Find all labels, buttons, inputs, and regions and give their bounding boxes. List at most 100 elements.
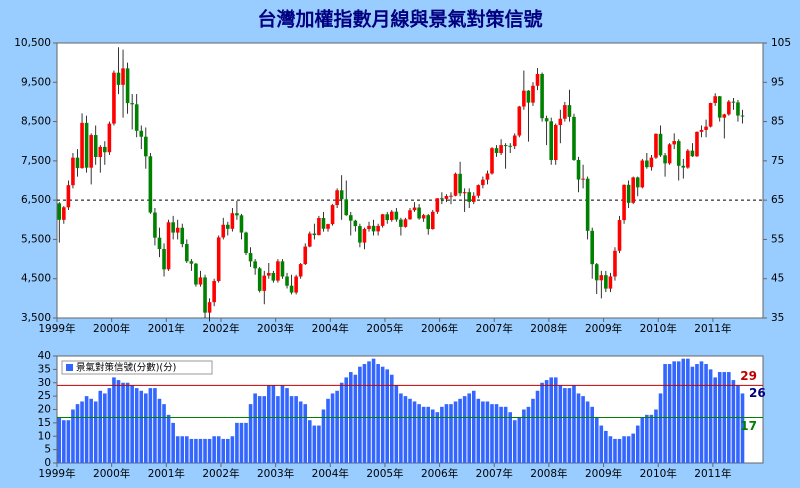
candle-body: [144, 136, 148, 157]
candle-body: [98, 146, 103, 158]
bar: [330, 393, 335, 463]
candle-body: [599, 275, 604, 281]
bar: [298, 401, 303, 463]
bar: [581, 396, 585, 463]
candle-body: [585, 178, 590, 231]
bar: [731, 380, 736, 463]
bar: [166, 414, 171, 463]
candle-body: [449, 195, 453, 197]
bar: [654, 409, 658, 463]
bar: [485, 401, 490, 463]
candle-body: [526, 90, 531, 103]
x-tick-label: 2009年: [585, 467, 622, 480]
candle-body: [326, 224, 330, 229]
candle-body: [558, 118, 563, 126]
candle-body: [317, 218, 321, 236]
candle-body: [276, 261, 280, 281]
bar: [189, 438, 194, 463]
y-tick-label: 4,500: [21, 273, 51, 285]
candle-body: [262, 275, 267, 291]
bar: [640, 417, 645, 463]
bar: [471, 390, 476, 463]
bar: [512, 420, 517, 463]
candle-body: [312, 233, 317, 236]
y-tick-label: 7,500: [21, 155, 51, 167]
candle-body: [649, 157, 654, 168]
plot-area: [56, 42, 764, 319]
candle-body: [298, 264, 303, 277]
candle-body: [66, 185, 71, 208]
bar: [408, 398, 412, 463]
bar: [508, 412, 513, 463]
candle-body: [622, 184, 626, 221]
bar: [676, 361, 681, 463]
y2-tick-label: 35: [771, 312, 784, 324]
bar: [66, 420, 71, 463]
bar: [244, 422, 248, 463]
bar: [476, 398, 481, 463]
candle-body: [321, 218, 326, 229]
bar: [503, 406, 508, 463]
candle-body: [203, 277, 207, 313]
bar: [294, 396, 298, 463]
candle-body: [617, 220, 622, 251]
candle-body: [267, 272, 271, 276]
bar: [517, 417, 522, 463]
candle-body: [476, 185, 481, 196]
x-tick-label: 2007年: [476, 322, 513, 335]
bar: [71, 409, 75, 463]
bar: [212, 436, 216, 463]
candle-body: [226, 224, 230, 229]
bar: [444, 404, 449, 463]
bar: [157, 398, 162, 463]
x-tick-label: 2000年: [93, 322, 130, 335]
candle-body: [253, 261, 257, 269]
bar: [130, 385, 134, 463]
bar: [267, 385, 271, 463]
bar: [631, 433, 635, 463]
candle-body: [239, 215, 244, 233]
bar: [112, 377, 116, 463]
bar: [608, 436, 613, 463]
candle-body: [544, 118, 549, 122]
candle-body: [490, 148, 494, 174]
bar: [280, 385, 285, 463]
y-tick-label: 10: [38, 430, 51, 442]
candle-body: [153, 212, 157, 238]
candle-body: [713, 96, 717, 103]
y-tick-label: 10,500: [14, 37, 51, 49]
bar: [371, 358, 376, 463]
candle-body: [722, 114, 727, 118]
x-tick-label: 2005年: [366, 322, 403, 335]
candle-body: [608, 276, 613, 289]
bar: [576, 393, 581, 463]
bar: [622, 436, 626, 463]
candle-body: [631, 177, 635, 203]
candle-body: [686, 150, 690, 168]
bar: [658, 393, 663, 463]
candle-body: [221, 224, 226, 238]
bar: [121, 382, 125, 463]
candle-body: [613, 250, 617, 277]
candle-body: [335, 190, 339, 206]
bar: [175, 436, 180, 463]
candle-body: [658, 133, 663, 156]
bar: [736, 385, 740, 463]
bar: [326, 398, 330, 463]
candle-body: [189, 261, 194, 264]
x-tick-label: 2006年: [421, 322, 458, 335]
bar: [462, 396, 467, 463]
candle-body: [175, 227, 180, 233]
bar: [426, 406, 431, 463]
reference-label: 17: [740, 419, 757, 433]
bar: [116, 380, 121, 463]
candle-body: [440, 198, 444, 200]
candle-body: [403, 219, 408, 227]
candle-body: [399, 219, 403, 227]
candle-body: [695, 131, 699, 157]
candle-body: [512, 135, 517, 147]
bar: [248, 404, 253, 463]
candle-body: [116, 72, 121, 85]
candle-body: [307, 233, 312, 247]
